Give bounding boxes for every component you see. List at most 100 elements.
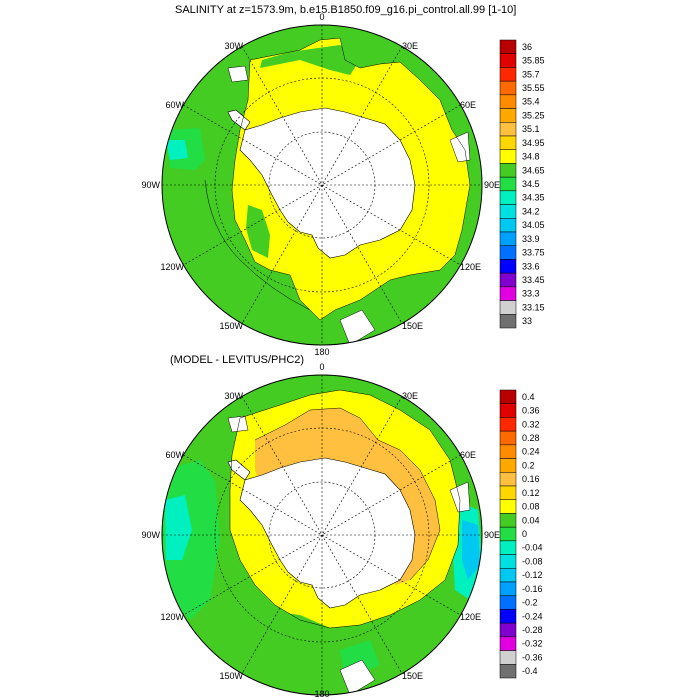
colorbar-swatch <box>499 231 517 246</box>
colorbar-label: 0.12 <box>522 488 540 498</box>
lon-label-150e: 150E <box>402 671 423 681</box>
colorbar-label: 0.2 <box>522 460 535 470</box>
map-border <box>161 24 483 346</box>
colorbar-swatch <box>499 609 517 624</box>
lon-label-30e: 30E <box>402 391 418 401</box>
colorbar-swatch <box>499 595 517 610</box>
graticule <box>162 25 482 345</box>
colorbar-label: 34.65 <box>522 165 545 175</box>
colorbar-swatch <box>499 581 517 596</box>
lon-label-60w: 60W <box>165 100 184 110</box>
island-south-georgia <box>227 415 249 433</box>
lon-label-90e: 90E <box>484 530 500 540</box>
colorbar-swatch <box>499 664 517 679</box>
colorbar-label: 0.28 <box>522 433 540 443</box>
colorbar-label: 35.4 <box>522 97 540 107</box>
colorbar-swatch <box>499 554 517 569</box>
colorbar-label: 35.25 <box>522 110 545 120</box>
colorbar-swatch <box>499 403 517 418</box>
lon-label-60e: 60E <box>460 100 476 110</box>
diff-patch-ross <box>260 610 330 650</box>
colorbar-label: 33 <box>522 316 532 326</box>
colorbar-swatch <box>499 259 517 274</box>
colorbar-swatch <box>499 67 517 82</box>
lon-label-90w: 90W <box>141 530 160 540</box>
longitude-labels: 0 30E 60E 90E 120E 150E 180 150W 120W 90… <box>141 362 500 699</box>
lon-label-150w: 150W <box>219 321 243 331</box>
colorbar-label: 33.15 <box>522 302 545 312</box>
colorbar-swatch <box>499 53 517 68</box>
colorbar-swatch <box>499 300 517 315</box>
panel-1-title: SALINITY at z=1573.9m, b.e15.B1850.f09_g… <box>175 4 517 16</box>
colorbar-swatch <box>499 430 517 446</box>
antarctica <box>239 457 416 609</box>
lon-label-150w: 150W <box>219 671 243 681</box>
colorbar-label: 34.8 <box>522 152 540 162</box>
colorbar-swatch <box>499 108 517 123</box>
colorbar-label: -0.4 <box>522 666 538 676</box>
lon-label-60w: 60W <box>165 450 184 460</box>
lon-label-0: 0 <box>319 12 324 22</box>
colorbar-label: 35.55 <box>522 83 545 93</box>
colorbar-swatch <box>499 94 517 109</box>
colorbar-label: -0.28 <box>522 625 543 635</box>
lon-label-120e: 120E <box>460 262 481 272</box>
colorbar-label: 35.7 <box>522 69 540 79</box>
lon-label-180: 180 <box>314 689 329 699</box>
salinity-patch-atlantic <box>260 45 360 75</box>
diff-patch-west-cyan <box>165 495 192 560</box>
panel-2-title: (MODEL - LEVITUS/PHC2) <box>170 354 305 366</box>
graticule <box>162 375 482 695</box>
colorbar-swatch <box>499 444 517 459</box>
salinity-patch-ross <box>246 205 270 258</box>
lon-label-60e: 60E <box>460 450 476 460</box>
colorbar-swatch <box>499 218 517 233</box>
island-south-georgia <box>227 65 249 83</box>
colorbar-label: -0.08 <box>522 556 543 566</box>
lon-label-120w: 120W <box>160 262 184 272</box>
colorbar-swatch <box>499 568 517 583</box>
colorbar-swatch <box>499 622 517 638</box>
colorbar-label: -0.12 <box>522 570 543 580</box>
colorbar-label: 33.45 <box>522 275 545 285</box>
colorbar-swatch <box>499 636 517 651</box>
colorbar-label: 0.04 <box>522 515 540 525</box>
colorbar-label: -0.24 <box>522 611 543 621</box>
colorbar-label: -0.36 <box>522 652 543 662</box>
colorbar-swatch <box>499 163 517 178</box>
colorbar-swatch <box>499 204 517 219</box>
salinity-patch-cyan <box>166 140 188 160</box>
colorbar-label: 0.4 <box>522 392 535 402</box>
lon-label-120w: 120W <box>160 612 184 622</box>
colorbar-swatch <box>499 245 517 260</box>
difference-colorbar: 0.4 0.36 0.32 0.28 0.24 0.2 0.16 0.12 0.08 0.04 0 -… <box>499 389 543 679</box>
colorbar-label: 0.16 <box>522 474 540 484</box>
colorbar-swatch <box>499 458 517 473</box>
colorbar-label: 35.85 <box>522 56 545 66</box>
colorbar-label: -0.04 <box>522 543 543 553</box>
colorbar-label: 33.9 <box>522 234 540 244</box>
colorbar-swatch <box>499 540 517 555</box>
colorbar-swatch <box>499 650 517 665</box>
longitude-labels: 0 30E 60E 90E 120E 150E 180 150W 120W 90… <box>141 12 500 357</box>
lon-label-120e: 120E <box>460 612 481 622</box>
colorbar-label: -0.32 <box>522 639 543 649</box>
difference-map: 0 30E 60E 90E 120E 150E 180 150W 120W 90… <box>141 362 542 699</box>
lon-label-0: 0 <box>319 362 324 372</box>
colorbar-swatch <box>499 272 517 288</box>
colorbar-label: 33.6 <box>522 261 540 271</box>
colorbar-swatch <box>499 80 517 96</box>
salinity-contours <box>204 37 471 321</box>
colorbar-swatch <box>499 176 517 192</box>
lon-label-30e: 30E <box>402 41 418 51</box>
colorbar-swatch <box>499 417 517 432</box>
antarctic-peninsula <box>227 109 251 131</box>
colorbar-label: 33.3 <box>522 289 540 299</box>
salinity-colorbar: 36 35.85 35.7 35.55 35.4 35.25 35.1 34.95 34.8 34… <box>499 39 545 329</box>
colorbar-label: -0.16 <box>522 584 543 594</box>
colorbar-swatch <box>499 122 517 137</box>
colorbar-swatch <box>499 389 517 404</box>
colorbar-swatch <box>499 499 517 514</box>
colorbar-swatch <box>499 39 517 54</box>
lon-label-30w: 30W <box>224 41 243 51</box>
